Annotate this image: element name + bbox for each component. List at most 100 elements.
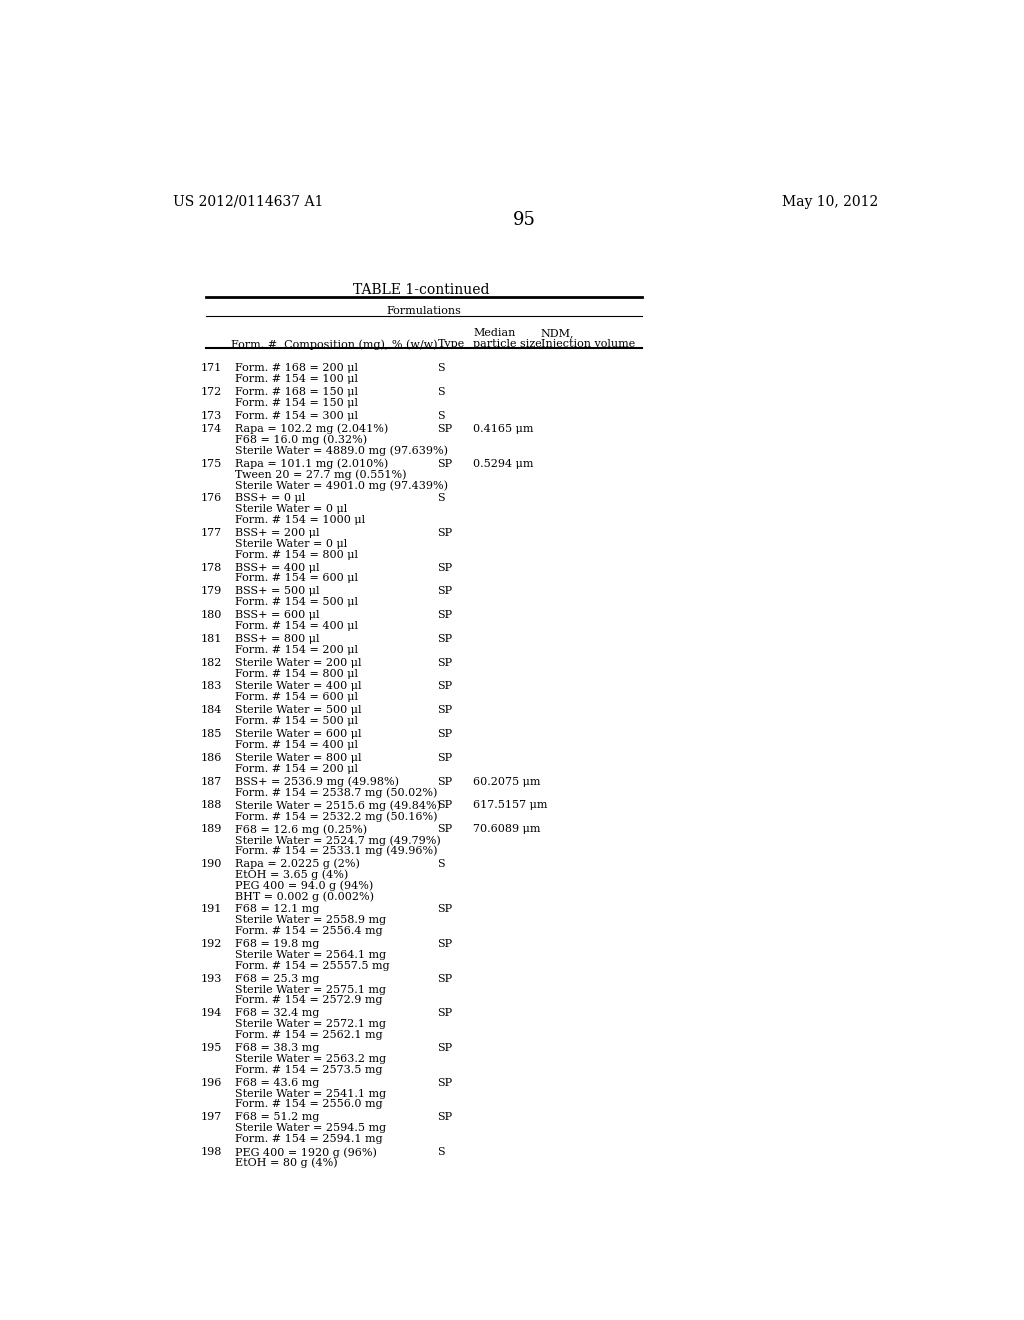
Text: Form. # 154 = 2556.4 mg: Form. # 154 = 2556.4 mg: [236, 927, 383, 936]
Text: Form. # 154 = 500 μl: Form. # 154 = 500 μl: [236, 715, 358, 726]
Text: BSS+ = 0 μl: BSS+ = 0 μl: [236, 494, 305, 503]
Text: 184: 184: [201, 705, 221, 715]
Text: Rapa = 2.0225 g (2%): Rapa = 2.0225 g (2%): [236, 859, 360, 870]
Text: Sterile Water = 800 μl: Sterile Water = 800 μl: [236, 752, 361, 763]
Text: SP: SP: [437, 939, 453, 949]
Text: 193: 193: [201, 974, 221, 983]
Text: SP: SP: [437, 586, 453, 597]
Text: 175: 175: [201, 458, 221, 469]
Text: 197: 197: [201, 1113, 221, 1122]
Text: F68 = 25.3 mg: F68 = 25.3 mg: [236, 974, 319, 983]
Text: Sterile Water = 2564.1 mg: Sterile Water = 2564.1 mg: [236, 950, 386, 960]
Text: NDM,: NDM,: [541, 329, 574, 338]
Text: 180: 180: [201, 610, 221, 620]
Text: SP: SP: [437, 974, 453, 983]
Text: Sterile Water = 4889.0 mg (97.639%): Sterile Water = 4889.0 mg (97.639%): [236, 446, 449, 457]
Text: 95: 95: [513, 211, 537, 230]
Text: BHT = 0.002 g (0.002%): BHT = 0.002 g (0.002%): [236, 891, 374, 902]
Text: Form. # 154 = 2533.1 mg (49.96%): Form. # 154 = 2533.1 mg (49.96%): [236, 846, 437, 857]
Text: BSS+ = 600 μl: BSS+ = 600 μl: [236, 610, 319, 620]
Text: S: S: [437, 363, 445, 374]
Text: Sterile Water = 2541.1 mg: Sterile Water = 2541.1 mg: [236, 1089, 386, 1098]
Text: 60.2075 μm: 60.2075 μm: [473, 776, 541, 787]
Text: Sterile Water = 2594.5 mg: Sterile Water = 2594.5 mg: [236, 1123, 386, 1133]
Text: Form. # 154 = 600 μl: Form. # 154 = 600 μl: [236, 573, 358, 583]
Text: Form. # 154 = 600 μl: Form. # 154 = 600 μl: [236, 692, 358, 702]
Text: Sterile Water = 2524.7 mg (49.79%): Sterile Water = 2524.7 mg (49.79%): [236, 836, 441, 846]
Text: SP: SP: [437, 752, 453, 763]
Text: S: S: [437, 494, 445, 503]
Text: Sterile Water = 200 μl: Sterile Water = 200 μl: [236, 657, 361, 668]
Text: F68 = 12.6 mg (0.25%): F68 = 12.6 mg (0.25%): [236, 824, 368, 834]
Text: BSS+ = 500 μl: BSS+ = 500 μl: [236, 586, 319, 597]
Text: Form. # 154 = 200 μl: Form. # 154 = 200 μl: [236, 644, 358, 655]
Text: SP: SP: [437, 1113, 453, 1122]
Text: Injection volume: Injection volume: [541, 339, 635, 350]
Text: F68 = 51.2 mg: F68 = 51.2 mg: [236, 1113, 319, 1122]
Text: F68 = 16.0 mg (0.32%): F68 = 16.0 mg (0.32%): [236, 434, 368, 445]
Text: 172: 172: [201, 387, 221, 397]
Text: Sterile Water = 2572.1 mg: Sterile Water = 2572.1 mg: [236, 1019, 386, 1030]
Text: SP: SP: [437, 657, 453, 668]
Text: 196: 196: [201, 1077, 221, 1088]
Text: S: S: [437, 859, 445, 869]
Text: SP: SP: [437, 1077, 453, 1088]
Text: F68 = 12.1 mg: F68 = 12.1 mg: [236, 904, 319, 915]
Text: SP: SP: [437, 824, 453, 834]
Text: Form. # 154 = 2572.9 mg: Form. # 154 = 2572.9 mg: [236, 995, 383, 1006]
Text: F68 = 38.3 mg: F68 = 38.3 mg: [236, 1043, 319, 1053]
Text: 179: 179: [201, 586, 221, 597]
Text: 181: 181: [201, 634, 221, 644]
Text: Sterile Water = 2575.1 mg: Sterile Water = 2575.1 mg: [236, 985, 386, 994]
Text: SP: SP: [437, 610, 453, 620]
Text: Sterile Water = 2515.6 mg (49.84%): Sterile Water = 2515.6 mg (49.84%): [236, 800, 441, 810]
Text: 0.5294 μm: 0.5294 μm: [473, 458, 534, 469]
Text: 182: 182: [201, 657, 221, 668]
Text: 189: 189: [201, 824, 221, 834]
Text: Form. # 154 = 150 μl: Form. # 154 = 150 μl: [236, 399, 358, 408]
Text: 186: 186: [201, 752, 221, 763]
Text: Form. # 154 = 400 μl: Form. # 154 = 400 μl: [236, 741, 358, 750]
Text: SP: SP: [437, 528, 453, 537]
Text: S: S: [437, 387, 445, 397]
Text: Form. # 154 = 2573.5 mg: Form. # 154 = 2573.5 mg: [236, 1065, 383, 1074]
Text: EtOH = 3.65 g (4%): EtOH = 3.65 g (4%): [236, 870, 348, 880]
Text: Form. # 154 = 2538.7 mg (50.02%): Form. # 154 = 2538.7 mg (50.02%): [236, 788, 437, 799]
Text: 190: 190: [201, 859, 221, 869]
Text: 198: 198: [201, 1147, 221, 1156]
Text: 171: 171: [201, 363, 221, 374]
Text: SP: SP: [437, 1043, 453, 1053]
Text: 195: 195: [201, 1043, 221, 1053]
Text: 0.4165 μm: 0.4165 μm: [473, 424, 534, 434]
Text: SP: SP: [437, 562, 453, 573]
Text: May 10, 2012: May 10, 2012: [781, 195, 878, 209]
Text: 617.5157 μm: 617.5157 μm: [473, 800, 548, 810]
Text: 70.6089 μm: 70.6089 μm: [473, 824, 541, 834]
Text: Tween 20 = 27.7 mg (0.551%): Tween 20 = 27.7 mg (0.551%): [236, 470, 407, 480]
Text: Form. # 154 = 200 μl: Form. # 154 = 200 μl: [236, 764, 358, 774]
Text: SP: SP: [437, 634, 453, 644]
Text: F68 = 43.6 mg: F68 = 43.6 mg: [236, 1077, 319, 1088]
Text: Form. #  Composition (mg), % (w/w): Form. # Composition (mg), % (w/w): [231, 339, 437, 350]
Text: Rapa = 101.1 mg (2.010%): Rapa = 101.1 mg (2.010%): [236, 458, 388, 469]
Text: 194: 194: [201, 1008, 221, 1018]
Text: SP: SP: [437, 1008, 453, 1018]
Text: SP: SP: [437, 904, 453, 915]
Text: 185: 185: [201, 729, 221, 739]
Text: Sterile Water = 0 μl: Sterile Water = 0 μl: [236, 539, 347, 549]
Text: 183: 183: [201, 681, 221, 692]
Text: US 2012/0114637 A1: US 2012/0114637 A1: [173, 195, 324, 209]
Text: Form. # 154 = 1000 μl: Form. # 154 = 1000 μl: [236, 515, 366, 525]
Text: EtOH = 80 g (4%): EtOH = 80 g (4%): [236, 1158, 338, 1168]
Text: Form. # 154 = 800 μl: Form. # 154 = 800 μl: [236, 549, 358, 560]
Text: Sterile Water = 600 μl: Sterile Water = 600 μl: [236, 729, 361, 739]
Text: Form. # 154 = 500 μl: Form. # 154 = 500 μl: [236, 597, 358, 607]
Text: Form. # 154 = 2556.0 mg: Form. # 154 = 2556.0 mg: [236, 1100, 383, 1109]
Text: Form. # 154 = 400 μl: Form. # 154 = 400 μl: [236, 620, 358, 631]
Text: Sterile Water = 4901.0 mg (97.439%): Sterile Water = 4901.0 mg (97.439%): [236, 480, 449, 491]
Text: Form. # 154 = 25557.5 mg: Form. # 154 = 25557.5 mg: [236, 961, 390, 970]
Text: SP: SP: [437, 729, 453, 739]
Text: Form. # 168 = 200 μl: Form. # 168 = 200 μl: [236, 363, 358, 374]
Text: Rapa = 102.2 mg (2.041%): Rapa = 102.2 mg (2.041%): [236, 424, 388, 434]
Text: Form. # 154 = 300 μl: Form. # 154 = 300 μl: [236, 411, 358, 421]
